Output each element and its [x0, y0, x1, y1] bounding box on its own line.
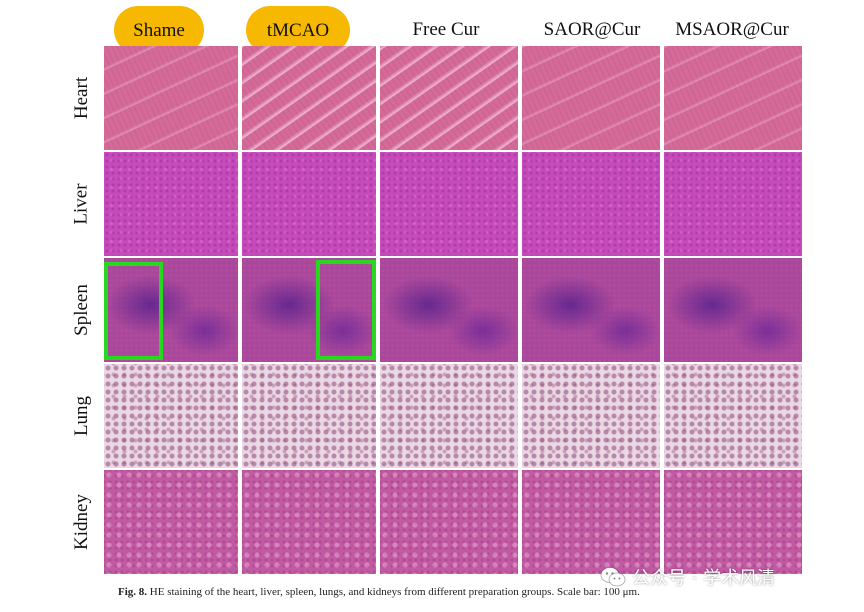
annotation-box-spleen-shame	[104, 262, 163, 360]
panel-spleen-shame	[104, 258, 238, 362]
panel-liver-shame	[104, 152, 238, 256]
figure-caption-text: HE staining of the heart, liver, spleen,…	[149, 586, 640, 598]
panel-lung-shame	[104, 364, 238, 468]
panel-kidney-shame	[104, 470, 238, 574]
watermark-text: 公众号 · 学术风清	[632, 568, 776, 589]
row-label-spleen: Spleen	[71, 284, 92, 336]
column-header-label: MSAOR@Cur	[675, 19, 789, 40]
panel-spleen-saor-cur	[522, 258, 660, 362]
panel-lung-free-cur	[380, 364, 518, 468]
row-label-heart: Heart	[71, 76, 93, 120]
panel-kidney-saor-cur	[522, 470, 660, 574]
annotation-box-spleen-tmcao	[316, 260, 376, 360]
wechat-icon	[600, 566, 626, 588]
row-label-lung: Lung	[71, 395, 93, 437]
panel-liver-saor-cur	[522, 152, 660, 256]
panel-liver-tmcao	[242, 152, 376, 256]
panel-liver-msaor-cur	[664, 152, 802, 256]
panel-heart-tmcao	[242, 46, 376, 150]
panel-heart-free-cur	[380, 46, 518, 150]
panel-kidney-msaor-cur	[664, 470, 802, 574]
watermark: 公众号 · 学术风清	[600, 564, 775, 590]
column-header-free-cur: Free Cur	[384, 6, 508, 54]
column-header-msaor-cur: MSAOR@Cur	[662, 6, 802, 54]
figure-caption: Fig. 8. HE staining of the heart, liver,…	[118, 586, 640, 598]
panel-kidney-tmcao	[242, 470, 376, 574]
column-header-label: SAOR@Cur	[543, 19, 641, 40]
panel-heart-shame	[104, 46, 238, 150]
panel-kidney-free-cur	[380, 470, 518, 574]
panel-heart-saor-cur	[522, 46, 660, 150]
row-label-liver: Liver	[71, 183, 92, 225]
column-header-label: Free Cur	[412, 19, 480, 40]
panel-lung-tmcao	[242, 364, 376, 468]
row-label-kidney: Kidney	[71, 494, 92, 550]
column-header-label: Shame	[133, 20, 185, 41]
panel-liver-free-cur	[380, 152, 518, 256]
panel-spleen-tmcao	[242, 258, 376, 362]
panel-spleen-free-cur	[380, 258, 518, 362]
panel-heart-msaor-cur	[664, 46, 802, 150]
figure-caption-label: Fig. 8.	[118, 586, 148, 598]
panel-lung-saor-cur	[522, 364, 660, 468]
panel-spleen-msaor-cur	[664, 258, 802, 362]
column-header-saor-cur: SAOR@Cur	[524, 6, 660, 54]
column-header-label: tMCAO	[266, 20, 330, 41]
panel-lung-msaor-cur	[664, 364, 802, 468]
